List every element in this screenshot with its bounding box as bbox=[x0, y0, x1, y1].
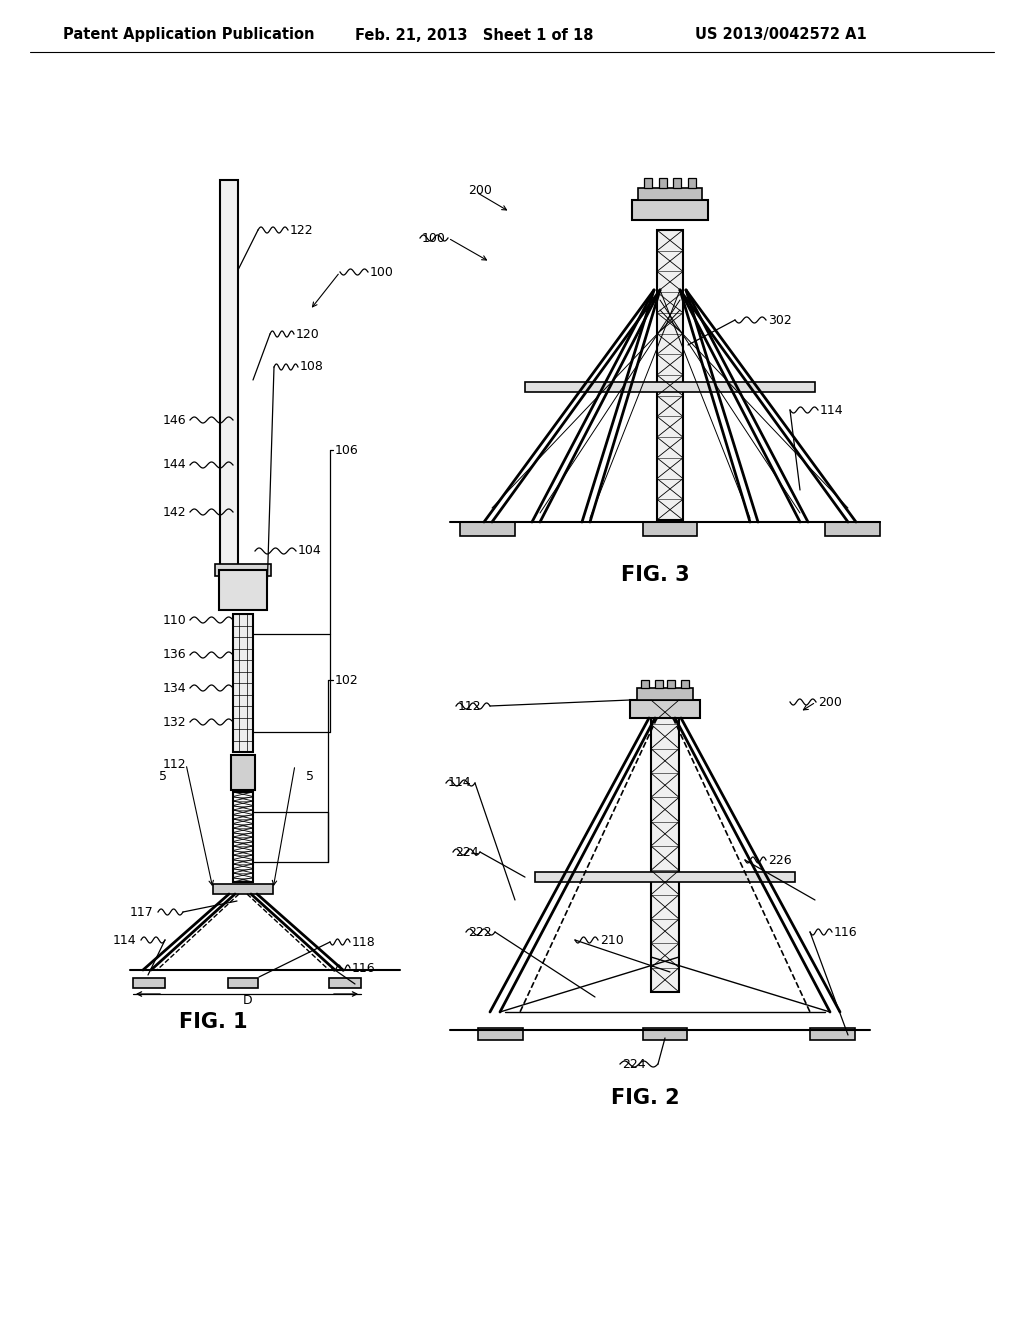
Text: 136: 136 bbox=[163, 648, 186, 661]
Text: 142: 142 bbox=[163, 506, 186, 519]
Bar bbox=[233, 614, 253, 752]
Bar bbox=[637, 688, 693, 700]
Bar bbox=[535, 873, 795, 882]
Bar bbox=[651, 700, 679, 993]
Text: 106: 106 bbox=[335, 444, 358, 457]
Text: 108: 108 bbox=[300, 360, 324, 374]
Text: 110: 110 bbox=[163, 614, 186, 627]
Text: 132: 132 bbox=[163, 715, 186, 729]
Text: 114: 114 bbox=[449, 776, 472, 789]
Text: 117: 117 bbox=[130, 906, 154, 919]
Text: 116: 116 bbox=[834, 925, 858, 939]
Bar bbox=[810, 1028, 855, 1040]
Bar bbox=[659, 178, 667, 187]
Bar bbox=[667, 680, 675, 688]
Bar bbox=[644, 178, 652, 187]
Bar bbox=[632, 201, 708, 220]
Bar bbox=[329, 978, 361, 987]
Bar bbox=[655, 680, 663, 688]
Text: US 2013/0042572 A1: US 2013/0042572 A1 bbox=[695, 28, 866, 42]
Bar bbox=[215, 564, 271, 576]
Text: Patent Application Publication: Patent Application Publication bbox=[63, 28, 314, 42]
Bar bbox=[220, 180, 238, 565]
Text: 144: 144 bbox=[163, 458, 186, 471]
Bar bbox=[643, 1028, 687, 1040]
Text: 226: 226 bbox=[768, 854, 792, 866]
Text: 134: 134 bbox=[163, 681, 186, 694]
Bar bbox=[673, 178, 681, 187]
Text: 118: 118 bbox=[352, 936, 376, 949]
Text: FIG. 2: FIG. 2 bbox=[610, 1088, 679, 1107]
Bar bbox=[641, 680, 649, 688]
Bar bbox=[231, 755, 255, 789]
Text: Feb. 21, 2013   Sheet 1 of 18: Feb. 21, 2013 Sheet 1 of 18 bbox=[355, 28, 594, 42]
Bar bbox=[681, 680, 689, 688]
Text: 116: 116 bbox=[352, 961, 376, 974]
Text: 100: 100 bbox=[422, 231, 445, 244]
Text: 5: 5 bbox=[306, 771, 314, 784]
Bar bbox=[213, 884, 273, 894]
Bar bbox=[478, 1028, 523, 1040]
Bar bbox=[643, 521, 697, 536]
Text: 112: 112 bbox=[163, 758, 186, 771]
Text: 5: 5 bbox=[159, 771, 167, 784]
Text: 200: 200 bbox=[468, 183, 492, 197]
Text: 302: 302 bbox=[768, 314, 792, 326]
Text: 200: 200 bbox=[818, 696, 842, 709]
Text: 100: 100 bbox=[370, 265, 394, 279]
Bar bbox=[688, 178, 696, 187]
Text: 146: 146 bbox=[163, 413, 186, 426]
Text: FIG. 1: FIG. 1 bbox=[178, 1012, 248, 1032]
Text: FIG. 3: FIG. 3 bbox=[621, 565, 689, 585]
Bar bbox=[233, 792, 253, 882]
Text: 122: 122 bbox=[290, 223, 313, 236]
Text: 114: 114 bbox=[820, 404, 844, 417]
Text: 112: 112 bbox=[458, 700, 481, 713]
Text: 104: 104 bbox=[298, 544, 322, 557]
Text: D: D bbox=[243, 994, 253, 1006]
Text: 210: 210 bbox=[600, 933, 624, 946]
Bar bbox=[460, 521, 515, 536]
Bar bbox=[133, 978, 165, 987]
Text: 114: 114 bbox=[113, 933, 136, 946]
Bar bbox=[630, 700, 700, 718]
Bar bbox=[525, 381, 815, 392]
Text: 222: 222 bbox=[468, 925, 492, 939]
Bar bbox=[219, 570, 267, 610]
Bar bbox=[657, 230, 683, 520]
Text: 102: 102 bbox=[335, 673, 358, 686]
Bar bbox=[638, 187, 702, 201]
Bar bbox=[825, 521, 880, 536]
Text: 224: 224 bbox=[622, 1057, 645, 1071]
Text: 120: 120 bbox=[296, 327, 319, 341]
Text: 224: 224 bbox=[455, 846, 478, 858]
Bar bbox=[228, 978, 258, 987]
